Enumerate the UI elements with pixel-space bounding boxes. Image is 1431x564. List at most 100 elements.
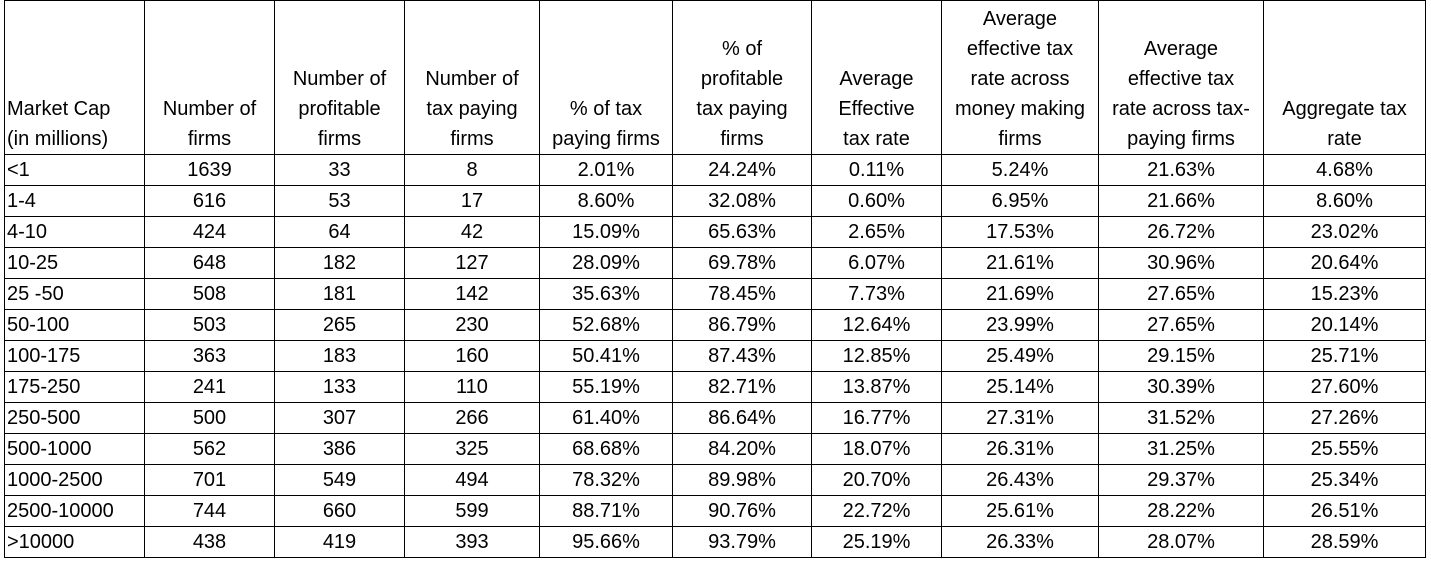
table-row: 100-175 363 183 160 50.41% 87.43% 12.85% 25.49%… [4, 340, 1426, 372]
table-row: 50-100 503 265 230 52.68% 86.79% 12.64% 23.99% 2… [4, 309, 1426, 341]
avg-rate-money-making-cell: 26.33% [941, 526, 1099, 558]
avg-rate-money-making-cell: 21.69% [941, 278, 1099, 310]
pct-tax-paying-cell: 52.68% [539, 309, 673, 341]
aggregate-tax-rate-cell: 25.34% [1263, 464, 1426, 496]
header-line: effective tax [1127, 68, 1235, 90]
pct-tax-paying-cell: 35.63% [539, 278, 673, 310]
aggregate-tax-rate-cell: 8.60% [1263, 185, 1426, 217]
header-line: Number of [292, 68, 387, 90]
pct-tax-paying-cell: 8.60% [539, 185, 673, 217]
header-line: rate across tax- [1112, 98, 1250, 120]
avg-effective-tax-rate-cell: 16.77% [811, 402, 942, 434]
pct-profitable-tax-paying-header: % of profitable tax paying firms [672, 0, 812, 155]
table-row: 175-250 241 133 110 55.19% 82.71% 13.87% 25.14%… [4, 371, 1426, 403]
pct-tax-paying-cell: 28.09% [539, 247, 673, 279]
table-row: 10-25 648 182 127 28.09% 69.78% 6.07% 21.61% 30.… [4, 247, 1426, 279]
aggregate-tax-rate-cell: 20.64% [1263, 247, 1426, 279]
market-cap-cell: 175-250 [4, 371, 145, 403]
pct-profitable-tax-paying-cell: 86.64% [672, 402, 812, 434]
avg-rate-tax-paying-cell: 28.22% [1098, 495, 1264, 527]
avg-effective-tax-rate-cell: 22.72% [811, 495, 942, 527]
pct-tax-paying-cell: 15.09% [539, 216, 673, 248]
aggregate-tax-rate-cell: 4.68% [1263, 154, 1426, 186]
avg-rate-money-making-cell: 26.43% [941, 464, 1099, 496]
table-row: <1 1639 33 8 2.01% 24.24% 0.11% 5.24% 21.63% 4.68… [4, 154, 1426, 186]
aggregate-tax-rate-cell: 15.23% [1263, 278, 1426, 310]
header-row: Market Cap (in millions) Number of firms Num… [4, 0, 1426, 155]
market-cap-cell: 4-10 [4, 216, 145, 248]
avg-rate-money-making-cell: 27.31% [941, 402, 1099, 434]
header-line: tax rate [843, 128, 910, 150]
profitable-firms-cell: 133 [274, 371, 405, 403]
header-line: tax paying [696, 98, 788, 120]
market-cap-cell: 1000-2500 [4, 464, 145, 496]
tax-paying-firms-cell: 494 [404, 464, 540, 496]
avg-rate-tax-paying-cell: 31.52% [1098, 402, 1264, 434]
header-line: profitable [700, 68, 784, 90]
table-row: 1000-2500 701 549 494 78.32% 89.98% 20.70% 26.4… [4, 464, 1426, 496]
header-line: firms [317, 128, 362, 150]
avg-rate-money-making-cell: 21.61% [941, 247, 1099, 279]
avg-rate-money-making-cell: 23.99% [941, 309, 1099, 341]
avg-rate-money-making-cell: 26.31% [941, 433, 1099, 465]
pct-profitable-tax-paying-cell: 24.24% [672, 154, 812, 186]
table-header: Market Cap (in millions) Number of firms Num… [4, 0, 1426, 155]
pct-tax-paying-cell: 61.40% [539, 402, 673, 434]
number-of-firms-header: Number of firms [144, 0, 275, 155]
profitable-firms-cell: 265 [274, 309, 405, 341]
pct-profitable-tax-paying-cell: 90.76% [672, 495, 812, 527]
pct-profitable-tax-paying-cell: 93.79% [672, 526, 812, 558]
header-line: paying firms [552, 128, 660, 150]
header-line: Effective [838, 98, 915, 120]
avg-rate-tax-paying-cell: 27.65% [1098, 278, 1264, 310]
avg-effective-tax-rate-cell: 25.19% [811, 526, 942, 558]
tax-paying-firms-cell: 160 [404, 340, 540, 372]
header-line: firms [720, 128, 764, 150]
header-line: firms [450, 128, 494, 150]
tax-paying-firms-cell: 393 [404, 526, 540, 558]
avg-effective-tax-rate-cell: 2.65% [811, 216, 942, 248]
market-cap-cell: 250-500 [4, 402, 145, 434]
firms-count-cell: 648 [144, 247, 275, 279]
tax-paying-firms-cell: 17 [404, 185, 540, 217]
header-line: firms [998, 128, 1042, 150]
profitable-firms-cell: 181 [274, 278, 405, 310]
table-row: >10000 438 419 393 95.66% 93.79% 25.19% 26.33% 2… [4, 526, 1426, 558]
pct-profitable-tax-paying-cell: 32.08% [672, 185, 812, 217]
table-row: 4-10 424 64 42 15.09% 65.63% 2.65% 17.53% 26.72%… [4, 216, 1426, 248]
firms-count-cell: 500 [144, 402, 275, 434]
pct-tax-paying-cell: 78.32% [539, 464, 673, 496]
avg-rate-tax-paying-cell: 27.65% [1098, 309, 1264, 341]
avg-rate-money-making-header: Average effective tax rate across money mak… [941, 0, 1099, 155]
aggregate-tax-rate-cell: 28.59% [1263, 526, 1426, 558]
market-cap-cell: 500-1000 [4, 433, 145, 465]
aggregate-tax-rate-header: Aggregate tax rate [1263, 0, 1426, 155]
avg-rate-tax-paying-cell: 26.72% [1098, 216, 1264, 248]
pct-profitable-tax-paying-cell: 78.45% [672, 278, 812, 310]
avg-effective-tax-rate-cell: 20.70% [811, 464, 942, 496]
pct-tax-paying-cell: 88.71% [539, 495, 673, 527]
avg-rate-tax-paying-cell: 29.37% [1098, 464, 1264, 496]
firms-count-cell: 424 [144, 216, 275, 248]
market-cap-cell: 2500-10000 [4, 495, 145, 527]
avg-effective-tax-rate-cell: 12.64% [811, 309, 942, 341]
avg-effective-tax-rate-cell: 0.11% [811, 154, 942, 186]
market-cap-header: Market Cap (in millions) [4, 0, 145, 155]
avg-rate-tax-paying-cell: 31.25% [1098, 433, 1264, 465]
pct-tax-paying-cell: 50.41% [539, 340, 673, 372]
firms-count-cell: 701 [144, 464, 275, 496]
header-line: firms [187, 128, 232, 150]
header-line: Average [982, 8, 1058, 30]
header-line: % of tax [569, 98, 643, 120]
firms-count-cell: 562 [144, 433, 275, 465]
aggregate-tax-rate-cell: 25.55% [1263, 433, 1426, 465]
tax-paying-firms-cell: 142 [404, 278, 540, 310]
header-line: money making [954, 98, 1086, 120]
header-line: Number of [162, 98, 257, 120]
profitable-firms-cell: 64 [274, 216, 405, 248]
table-row: 1-4 616 53 17 8.60% 32.08% 0.60% 6.95% 21.66% 8.6… [4, 185, 1426, 217]
header-line: profitable [298, 98, 381, 120]
tax-paying-firms-cell: 127 [404, 247, 540, 279]
profitable-firms-cell: 33 [274, 154, 405, 186]
avg-rate-tax-paying-cell: 21.66% [1098, 185, 1264, 217]
